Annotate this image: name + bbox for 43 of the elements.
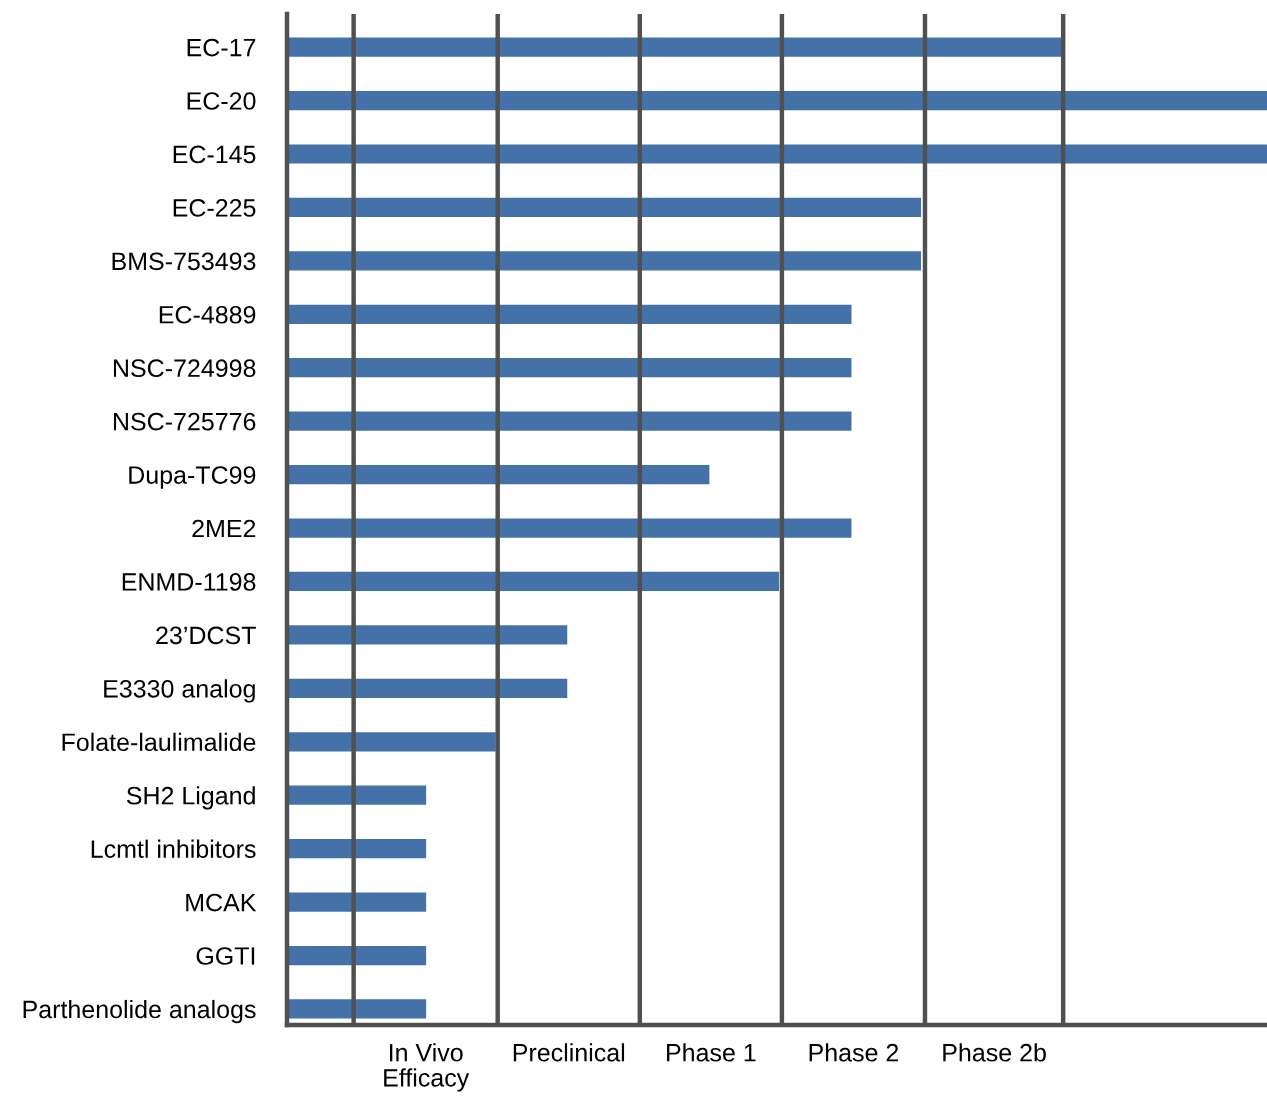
bar xyxy=(287,465,710,485)
y-tick-label: E3330 analog xyxy=(104,679,255,703)
bar xyxy=(287,678,568,698)
y-tick-label: Dupa-TC99 xyxy=(129,466,256,489)
text: Phase 2 xyxy=(809,1043,899,1062)
bar xyxy=(287,625,568,645)
text: In Vivo Efficacy xyxy=(384,1043,470,1092)
y-tick-label: Lcmtl inhibitors xyxy=(91,839,256,858)
bar xyxy=(287,839,427,859)
y-tick-label: SH2 Ligand xyxy=(126,786,255,810)
y-tick-label: EC-17 xyxy=(187,38,256,57)
text: Preclinical xyxy=(513,1043,625,1062)
y-tick-label: ENMD-1198 xyxy=(122,573,256,591)
bar xyxy=(287,358,852,378)
bar xyxy=(287,90,1267,111)
y-tick-label: BMS-753493 xyxy=(112,252,256,271)
bar xyxy=(287,945,427,966)
bar xyxy=(287,999,427,1019)
y-tick-label: 23’DCST xyxy=(156,626,256,645)
bar xyxy=(287,732,496,752)
text: Phase 1 xyxy=(667,1043,756,1062)
y-tick-label: MCAK xyxy=(186,893,257,912)
bar xyxy=(287,518,852,538)
bar xyxy=(287,571,779,592)
bar xyxy=(287,304,852,324)
bar xyxy=(287,37,1062,57)
y-tick-label: Parthenolide analogs xyxy=(23,999,256,1024)
y-tick-label: EC-145 xyxy=(173,145,256,164)
y-tick-label: NSC-725776 xyxy=(113,412,256,431)
y-tick-label: Folate-laulimalide xyxy=(62,732,256,752)
bar xyxy=(287,251,922,271)
y-tick-label: EC-225 xyxy=(173,199,256,217)
bar xyxy=(287,892,427,912)
bar xyxy=(287,197,922,218)
y-tick-label: GGTI xyxy=(196,947,255,965)
y-tick-label: EC-20 xyxy=(187,92,256,110)
bar xyxy=(287,785,427,805)
bar xyxy=(287,144,1267,164)
bar xyxy=(287,411,852,431)
text: Phase 2b xyxy=(943,1043,1046,1062)
y-tick-label: NSC-724998 xyxy=(113,359,256,378)
y-tick-label: EC-4889 xyxy=(159,305,256,324)
y-tick-label: 2ME2 xyxy=(192,519,256,538)
